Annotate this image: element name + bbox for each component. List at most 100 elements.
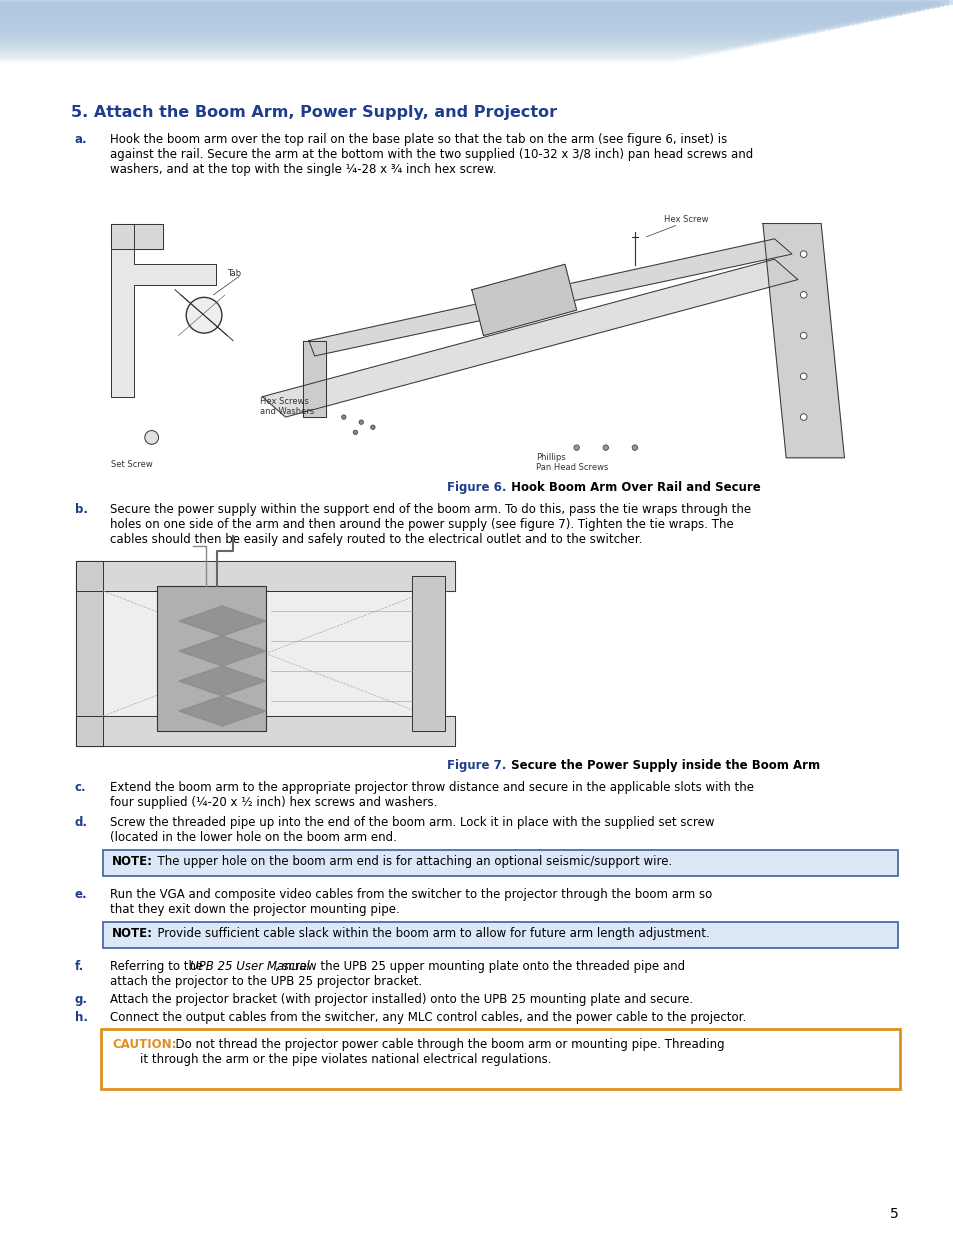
Bar bbox=[0, 0, 953, 5]
Text: Do not thread the projector power cable through the boom arm or mounting pipe. T: Do not thread the projector power cable … bbox=[168, 1037, 724, 1051]
Polygon shape bbox=[111, 224, 215, 396]
Text: 5. Attach the Boom Arm, Power Supply, and Projector: 5. Attach the Boom Arm, Power Supply, an… bbox=[71, 105, 557, 120]
Bar bbox=[0, 7, 915, 14]
FancyBboxPatch shape bbox=[103, 923, 897, 948]
Text: Run the VGA and composite video cables from the switcher to the projector throug: Run the VGA and composite video cables f… bbox=[110, 888, 712, 902]
Bar bbox=[0, 15, 877, 21]
FancyBboxPatch shape bbox=[101, 1029, 899, 1089]
Bar bbox=[0, 53, 696, 59]
Bar bbox=[0, 19, 862, 23]
Polygon shape bbox=[179, 666, 266, 697]
Text: Provide sufficient cable slack within the boom arm to allow for future arm lengt: Provide sufficient cable slack within th… bbox=[150, 927, 709, 940]
Circle shape bbox=[341, 415, 346, 419]
Text: washers, and at the top with the single ¼-28 x ¾ inch hex screw.: washers, and at the top with the single … bbox=[110, 163, 496, 177]
Bar bbox=[0, 0, 948, 6]
Text: holes on one side of the arm and then around the power supply (see figure 7). Ti: holes on one side of the arm and then ar… bbox=[110, 517, 733, 531]
Bar bbox=[0, 49, 715, 56]
Bar bbox=[0, 58, 672, 64]
Bar bbox=[0, 2, 934, 9]
Bar bbox=[0, 16, 872, 22]
Text: Screw the threaded pipe up into the end of the boom arm. Lock it in place with t: Screw the threaded pipe up into the end … bbox=[110, 816, 714, 829]
Polygon shape bbox=[179, 636, 266, 666]
Bar bbox=[0, 43, 743, 49]
Circle shape bbox=[800, 251, 806, 257]
Bar bbox=[0, 2, 939, 7]
Text: CAUTION:: CAUTION: bbox=[112, 1037, 176, 1051]
FancyBboxPatch shape bbox=[103, 850, 897, 876]
Circle shape bbox=[800, 414, 806, 420]
Bar bbox=[0, 37, 772, 43]
Polygon shape bbox=[76, 561, 455, 592]
Circle shape bbox=[358, 420, 363, 425]
Text: Connect the output cables from the switcher, any MLC control cables, and the pow: Connect the output cables from the switc… bbox=[110, 1011, 745, 1024]
Bar bbox=[0, 28, 810, 35]
Bar bbox=[0, 31, 801, 37]
Bar bbox=[0, 57, 677, 63]
Bar bbox=[0, 33, 791, 40]
Bar bbox=[0, 38, 767, 44]
Bar bbox=[0, 44, 734, 51]
Polygon shape bbox=[179, 606, 266, 636]
Bar bbox=[0, 28, 815, 35]
Text: Hex Screws
and Washers: Hex Screws and Washers bbox=[259, 396, 314, 416]
Bar bbox=[0, 36, 777, 42]
Text: a.: a. bbox=[75, 133, 88, 146]
Bar bbox=[0, 35, 786, 40]
Bar bbox=[0, 52, 700, 58]
Bar bbox=[0, 1, 943, 7]
Bar bbox=[0, 26, 824, 32]
Bar bbox=[0, 35, 781, 41]
Text: Hex Screw: Hex Screw bbox=[663, 215, 708, 225]
Bar bbox=[0, 32, 796, 38]
Bar bbox=[0, 40, 758, 46]
Bar bbox=[0, 17, 867, 23]
Text: Secure the Power Supply inside the Boom Arm: Secure the Power Supply inside the Boom … bbox=[506, 760, 820, 772]
Bar bbox=[0, 12, 891, 19]
Text: 5: 5 bbox=[889, 1207, 898, 1221]
Text: (located in the lower hole on the boom arm end.: (located in the lower hole on the boom a… bbox=[110, 831, 396, 844]
Bar bbox=[0, 49, 710, 56]
Bar bbox=[0, 40, 762, 44]
Text: Hook Boom Arm Over Rail and Secure: Hook Boom Arm Over Rail and Secure bbox=[506, 480, 760, 494]
Bar bbox=[0, 20, 853, 26]
Text: it through the arm or the pipe violates national electrical regulations.: it through the arm or the pipe violates … bbox=[140, 1053, 551, 1066]
Text: NOTE:: NOTE: bbox=[112, 855, 152, 868]
Circle shape bbox=[800, 291, 806, 298]
Bar bbox=[0, 27, 820, 33]
Bar bbox=[71, 188, 895, 473]
Bar bbox=[0, 56, 686, 61]
Circle shape bbox=[800, 373, 806, 379]
Polygon shape bbox=[412, 576, 444, 731]
Text: h.: h. bbox=[75, 1011, 88, 1024]
Circle shape bbox=[632, 445, 637, 451]
Text: Set Screw: Set Screw bbox=[111, 459, 152, 469]
Text: Tab: Tab bbox=[227, 269, 241, 278]
Bar bbox=[0, 11, 896, 17]
Text: attach the projector to the UPB 25 projector bracket.: attach the projector to the UPB 25 proje… bbox=[110, 974, 421, 988]
Text: Attach the projector bracket (with projector installed) onto the UPB 25 mounting: Attach the projector bracket (with proje… bbox=[110, 993, 693, 1007]
Bar bbox=[0, 46, 729, 52]
Circle shape bbox=[371, 425, 375, 430]
Text: , screw the UPB 25 upper mounting plate onto the threaded pipe and: , screw the UPB 25 upper mounting plate … bbox=[274, 960, 684, 973]
Bar bbox=[0, 14, 882, 20]
Text: c.: c. bbox=[75, 781, 87, 794]
Bar bbox=[0, 4, 929, 10]
Text: NOTE:: NOTE: bbox=[112, 927, 152, 940]
Bar bbox=[103, 592, 428, 716]
Bar bbox=[0, 44, 739, 49]
Text: Figure 7.: Figure 7. bbox=[447, 760, 506, 772]
Polygon shape bbox=[472, 264, 576, 336]
Bar bbox=[0, 51, 705, 57]
Bar bbox=[157, 585, 266, 731]
Text: Secure the power supply within the support end of the boom arm. To do this, pass: Secure the power supply within the suppo… bbox=[110, 503, 750, 516]
Bar bbox=[0, 56, 681, 62]
Bar bbox=[0, 6, 920, 12]
Text: Phillips
Pan Head Screws: Phillips Pan Head Screws bbox=[536, 453, 608, 472]
Polygon shape bbox=[76, 561, 103, 746]
Bar bbox=[0, 25, 829, 31]
Polygon shape bbox=[303, 341, 326, 417]
Bar bbox=[0, 22, 843, 28]
Bar bbox=[0, 54, 691, 61]
Polygon shape bbox=[111, 224, 163, 249]
Text: f.: f. bbox=[75, 960, 84, 973]
